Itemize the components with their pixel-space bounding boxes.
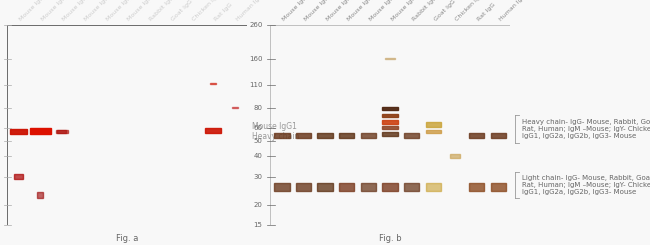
Bar — [491, 133, 506, 138]
Text: Mouse IgM: Mouse IgM — [127, 0, 154, 23]
Text: Mouse IgG1
Heavy chain: Mouse IgG1 Heavy chain — [252, 122, 299, 141]
Text: 40: 40 — [254, 153, 263, 159]
Bar — [382, 183, 398, 191]
Bar — [339, 183, 354, 191]
Bar — [10, 129, 27, 134]
Bar — [426, 183, 441, 191]
Bar — [361, 183, 376, 191]
Text: 60: 60 — [254, 125, 263, 131]
Bar — [382, 132, 398, 136]
Text: Fig. b: Fig. b — [379, 233, 401, 243]
Bar — [404, 133, 419, 138]
Text: Mouse IgG1: Mouse IgG1 — [304, 0, 333, 23]
Text: Mouse IgG2a: Mouse IgG2a — [62, 0, 94, 23]
Bar — [296, 133, 311, 138]
Text: Rabbit IgG: Rabbit IgG — [411, 0, 439, 23]
Bar — [56, 130, 68, 133]
Text: Human IgG: Human IgG — [498, 0, 527, 23]
Text: Goat IgG: Goat IgG — [170, 0, 193, 23]
Text: Chicken IgY: Chicken IgY — [192, 0, 221, 23]
Bar — [274, 183, 290, 191]
Bar — [232, 107, 238, 108]
Text: Chicken IgY: Chicken IgY — [455, 0, 484, 23]
Text: 260: 260 — [249, 22, 263, 27]
Text: Rat IgG: Rat IgG — [213, 2, 233, 23]
Bar — [30, 128, 51, 134]
Bar — [205, 128, 222, 133]
Bar — [385, 58, 395, 59]
Bar — [426, 130, 441, 133]
Bar — [382, 126, 398, 130]
Bar — [469, 183, 484, 191]
Bar — [426, 122, 441, 126]
Text: Goat IgG: Goat IgG — [434, 0, 456, 23]
Bar — [14, 174, 23, 179]
Text: 110: 110 — [249, 82, 263, 88]
Text: 20: 20 — [254, 202, 263, 208]
Bar — [382, 107, 398, 110]
Bar — [317, 183, 333, 191]
Text: 30: 30 — [254, 174, 263, 180]
Text: 160: 160 — [249, 56, 263, 62]
Text: Heavy chain- IgG- Mouse, Rabbit, Goat,
Rat, Human; IgM –Mouse; IgY- Chicken;
IgG: Heavy chain- IgG- Mouse, Rabbit, Goat, R… — [522, 119, 650, 139]
Text: Rabbit IgG: Rabbit IgG — [148, 0, 176, 23]
Bar — [450, 154, 460, 159]
Text: 15: 15 — [254, 222, 263, 228]
Text: Mouse IgG2a: Mouse IgG2a — [325, 0, 358, 23]
Text: Mouse IgG3: Mouse IgG3 — [105, 0, 135, 23]
Bar — [339, 133, 354, 138]
Bar — [296, 183, 311, 191]
Text: Mouse IgG: Mouse IgG — [18, 0, 46, 23]
Bar — [382, 114, 398, 117]
Text: Mouse IgG2b: Mouse IgG2b — [346, 0, 380, 23]
Text: Mouse IgG2b: Mouse IgG2b — [83, 0, 116, 23]
Text: Fig. a: Fig. a — [116, 233, 138, 243]
Bar — [382, 120, 398, 124]
Text: Mouse IgG1: Mouse IgG1 — [40, 0, 70, 23]
Text: Mouse IgM: Mouse IgM — [390, 0, 417, 23]
Bar — [469, 133, 484, 138]
Bar — [404, 183, 419, 191]
Text: Human IgG: Human IgG — [235, 0, 264, 23]
Text: Mouse IgG3: Mouse IgG3 — [369, 0, 398, 23]
Bar — [274, 133, 290, 138]
Bar — [57, 130, 66, 133]
Text: Mouse IgG: Mouse IgG — [281, 0, 309, 23]
Bar — [361, 133, 376, 138]
Text: 50: 50 — [254, 138, 263, 144]
Bar — [37, 192, 43, 198]
Text: 80: 80 — [254, 105, 263, 110]
Bar — [211, 83, 216, 85]
Text: Light chain- IgG- Mouse, Rabbit, Goat,
Rat, Human; IgM –Mouse; IgY- Chicken;
IgG: Light chain- IgG- Mouse, Rabbit, Goat, R… — [522, 175, 650, 195]
Text: Rat IgG: Rat IgG — [476, 2, 497, 23]
Bar — [317, 133, 333, 138]
Bar — [491, 183, 506, 191]
